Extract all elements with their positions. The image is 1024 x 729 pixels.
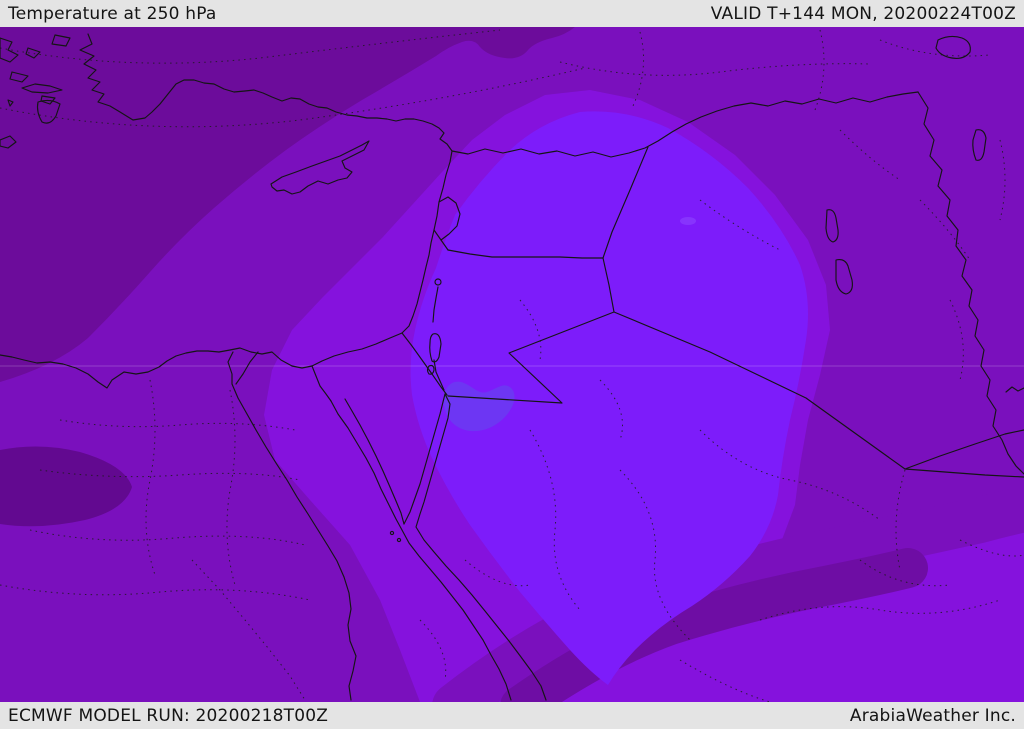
map-title: Temperature at 250 hPa [8,3,217,24]
contour-bright-spot [680,217,696,225]
brand-label: ArabiaWeather Inc. [849,705,1016,726]
map-canvas [0,27,1024,702]
coastlines-and-borders [0,33,1024,701]
header-bar: Temperature at 250 hPa VALID T+144 MON, … [0,0,1024,27]
footer-bar: ECMWF MODEL RUN: 20200218T00Z ArabiaWeat… [0,702,1024,729]
contour-bright-core [410,111,808,686]
temperature-map-svg [0,27,1024,702]
contour-coldest-blob [443,381,515,432]
dotted-boundaries [0,29,1024,702]
contour-dark-northwest [0,27,575,382]
model-run-label: ECMWF MODEL RUN: 20200218T00Z [8,705,329,726]
contour-medium-band [432,485,1024,702]
contour-darkest-oval [0,446,132,527]
valid-time-label: VALID T+144 MON, 20200224T00Z [710,3,1016,24]
